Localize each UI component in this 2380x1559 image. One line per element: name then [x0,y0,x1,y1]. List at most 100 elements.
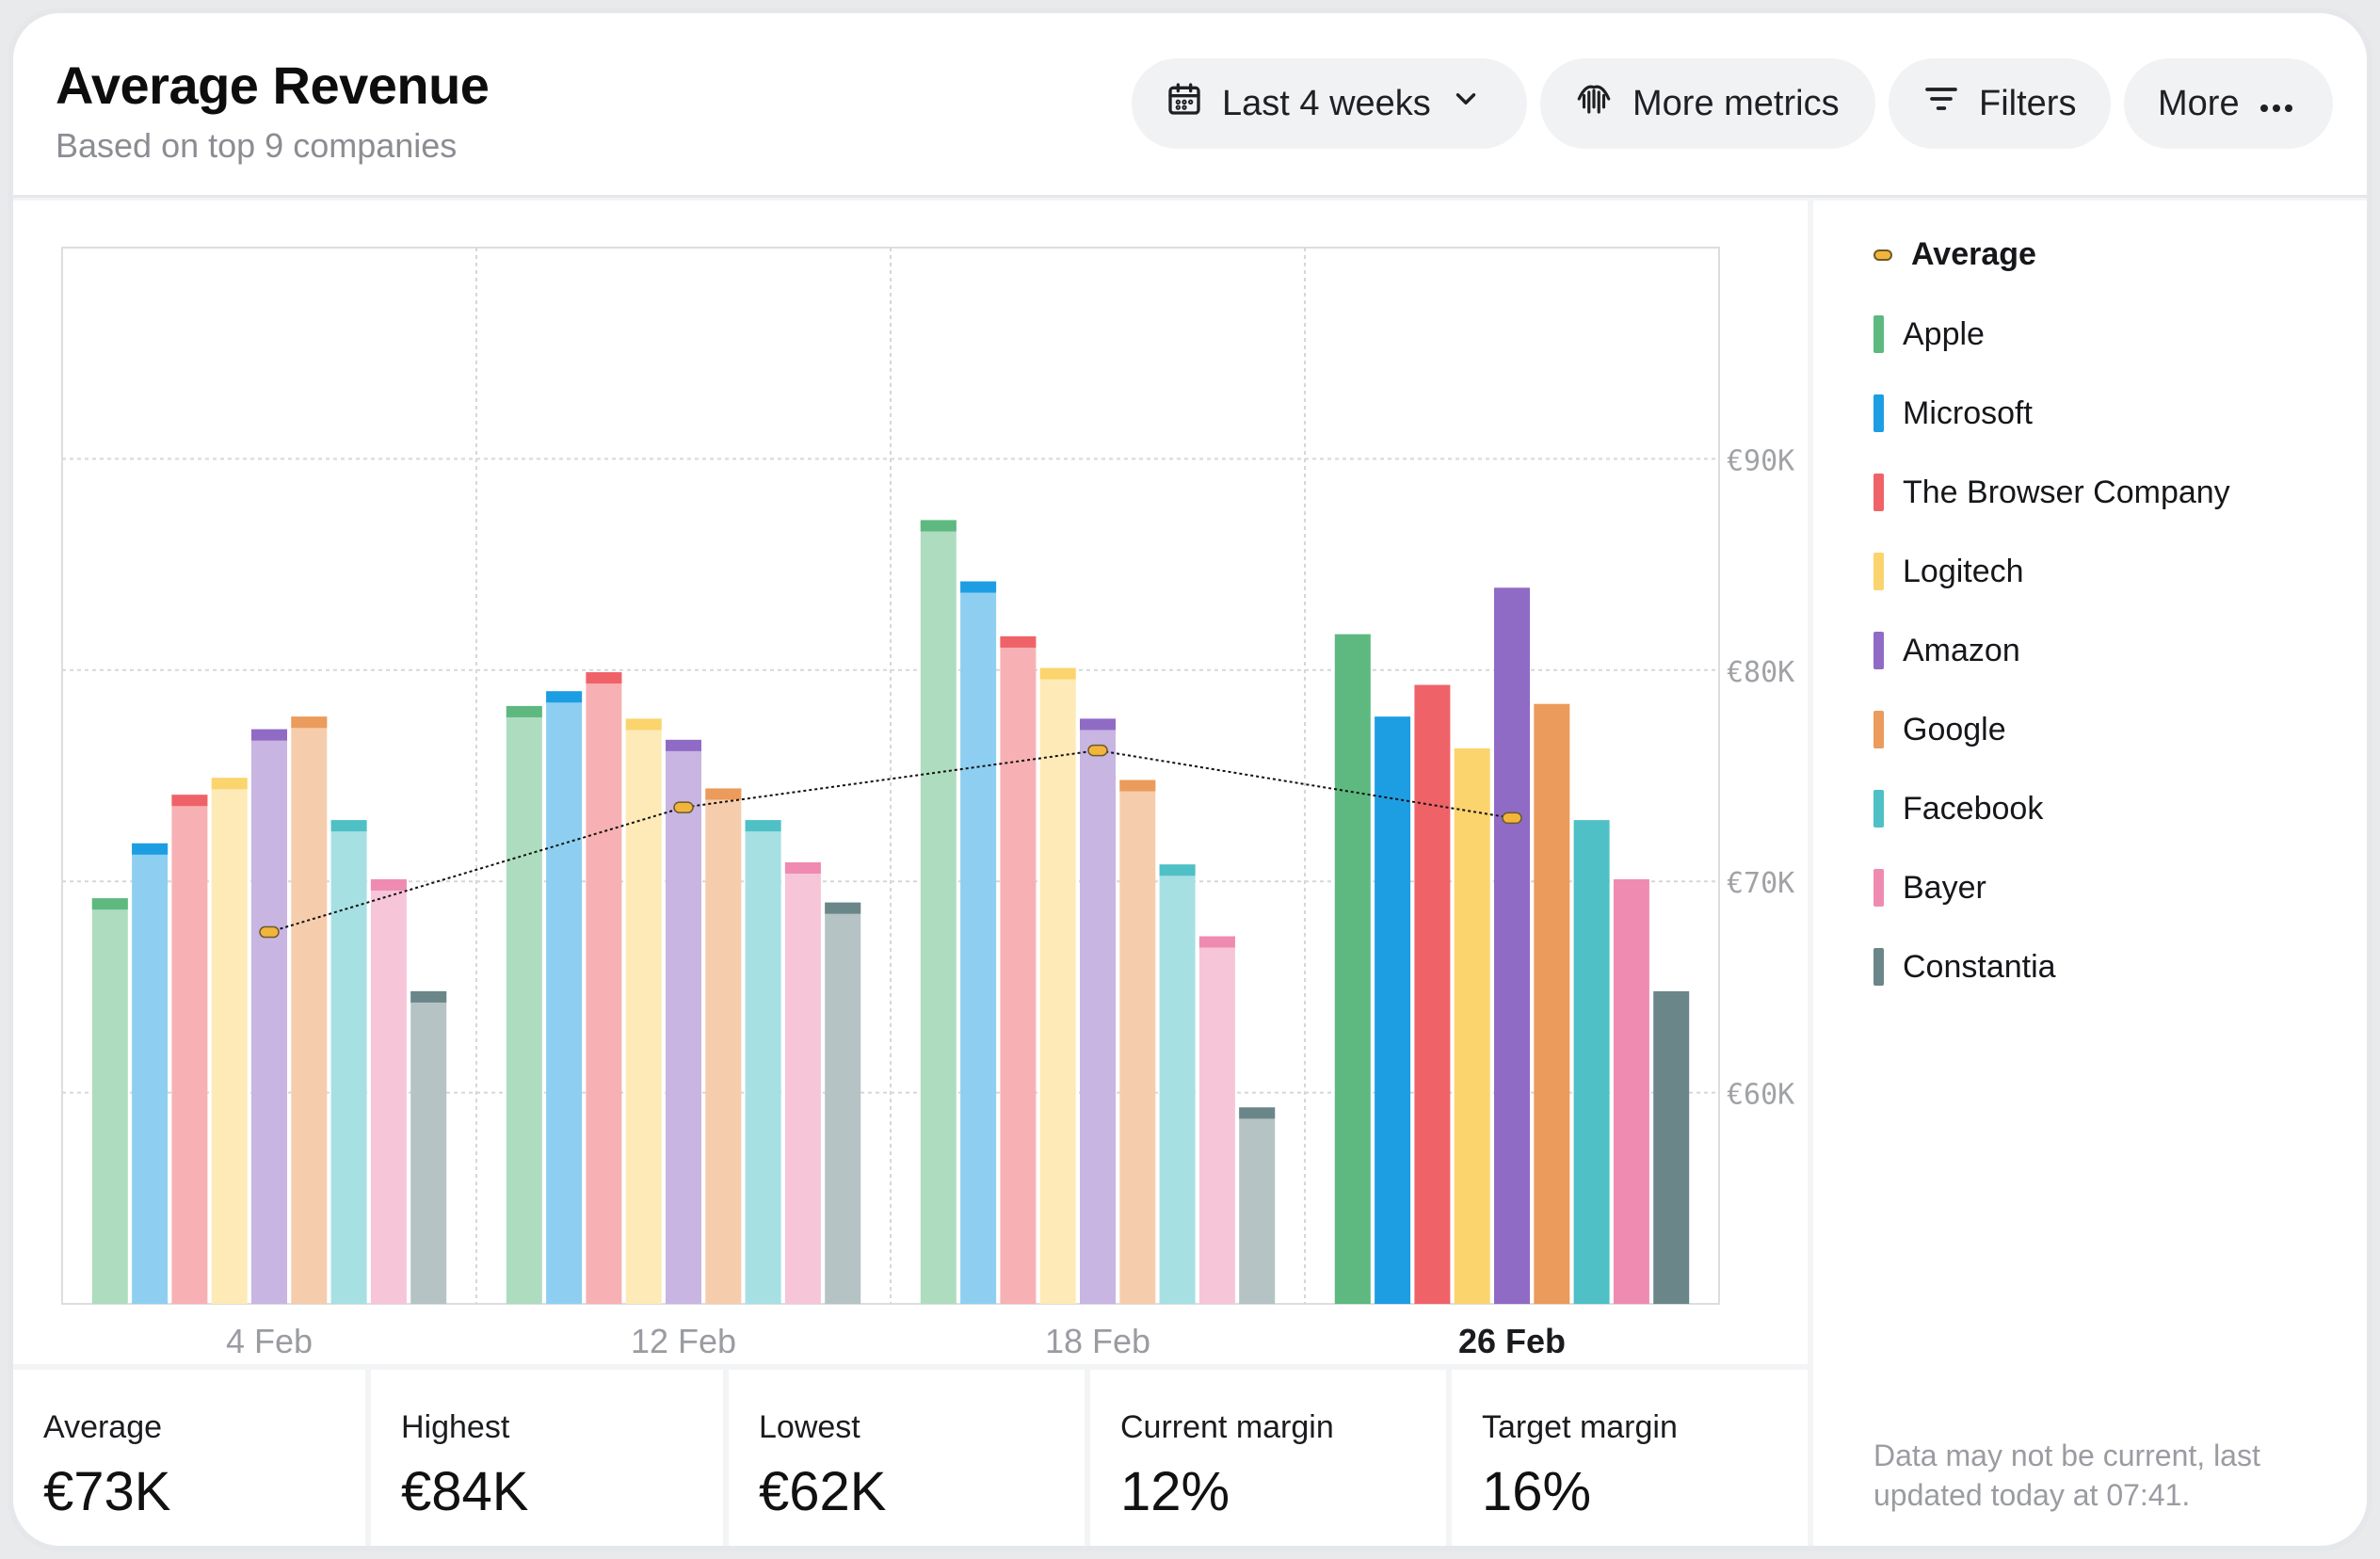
revenue-card: Average Revenue Based on top 9 companies… [8,8,2372,1551]
legend-item[interactable]: Google [1873,711,2006,748]
more-metrics-label: More metrics [1632,83,1840,123]
bar [1039,667,1076,1304]
average-point [673,801,694,813]
legend-item[interactable]: Microsoft [1873,394,2033,432]
more-label: More [2158,83,2240,123]
bar [1653,990,1690,1304]
legend-swatch [1873,948,1884,986]
bar-cap [825,902,861,914]
legend-swatch [1873,869,1884,907]
bar [291,716,328,1304]
bar [1334,634,1371,1304]
bar-cap [410,990,447,1003]
average-point [1502,812,1522,825]
bar [546,691,583,1304]
chevron-down-icon [1450,83,1482,124]
signal-icon [1574,79,1614,128]
bar [330,820,367,1304]
legend-label: Microsoft [1903,394,2033,431]
stat-card: Highest €84K [371,1370,723,1546]
y-tick-label: €80K [1727,656,1794,689]
more-metrics-button[interactable]: More metrics [1540,58,1875,149]
legend-label: Facebook [1903,790,2044,827]
bar-cap [625,718,662,731]
date-range-label: Last 4 weeks [1222,83,1431,123]
legend-label: The Browser Company [1903,474,2230,510]
bar [625,718,662,1304]
legend-item[interactable]: Average [1873,236,2036,273]
x-tick-label: 12 Feb [631,1322,736,1360]
calendar-icon [1166,80,1203,127]
bar-cap [132,843,169,855]
legend-item[interactable]: Apple [1873,315,1985,353]
stat-label: Highest [401,1409,510,1445]
card-header: Average Revenue Based on top 9 companies… [13,13,2367,198]
more-button[interactable]: More [2124,58,2333,149]
legend-swatch [1873,632,1884,669]
bar [1119,780,1156,1304]
bar-cap [920,520,957,532]
bar-cap [91,898,128,910]
bar [1613,878,1649,1304]
date-range-button[interactable]: Last 4 weeks [1132,58,1527,149]
bar [586,672,622,1304]
stat-card: Current margin 12% [1090,1370,1446,1546]
bar [251,729,287,1304]
bar [132,843,169,1304]
bar [825,902,861,1304]
bar [506,705,542,1304]
legend-item[interactable]: Constantia [1873,948,2056,986]
stat-card: Lowest €62K [729,1370,1085,1546]
legend-item[interactable]: Logitech [1873,553,2024,590]
bar-cap [1198,936,1235,948]
bar-cap [506,705,542,717]
bar [705,788,742,1304]
bar [1159,864,1196,1304]
stat-value: €84K [401,1461,529,1522]
bar [1198,936,1235,1304]
legend-label: Google [1903,711,2006,747]
bar-cap [546,691,583,703]
bar-chart: €60K €70K €80K €90K 4 Feb 12 Feb 18 Feb 26 Feb [61,247,1794,1360]
bar [1454,747,1490,1304]
legend-label: Average [1911,236,2036,272]
bar-cap [291,716,328,729]
legend-swatch [1873,711,1884,748]
bar [1494,587,1530,1304]
bar [1414,684,1451,1304]
legend-swatch [1873,474,1884,511]
bar-cap [330,820,367,832]
legend-item[interactable]: The Browser Company [1873,474,2230,511]
x-tick-label: 4 Feb [226,1322,313,1360]
y-tick-label: €90K [1727,444,1794,477]
legend-label: Constantia [1903,948,2056,985]
filters-button[interactable]: Filters [1889,58,2111,149]
average-point [1087,744,1108,757]
legend-item[interactable]: Amazon [1873,632,2020,669]
filter-icon [1922,80,1960,127]
bar [1573,820,1610,1304]
page-title: Average Revenue [56,56,490,115]
average-point [259,925,280,939]
bar-cap [745,820,781,832]
stat-card: Target margin 16% [1452,1370,1808,1546]
bar-cap [705,788,742,800]
stat-card: Average €73K [13,1370,365,1546]
stat-value: €73K [43,1461,171,1522]
bar [370,878,407,1304]
chart-panel: €60K €70K €80K €90K 4 Feb 12 Feb 18 Feb 26 Feb [13,201,1808,1364]
stat-label: Current margin [1120,1409,1334,1445]
bar-cap [1159,864,1196,876]
bar [920,520,957,1304]
legend-item[interactable]: Facebook [1873,790,2043,828]
stat-value: 16% [1482,1461,1592,1522]
legend-label: Apple [1903,315,1985,352]
bar [1375,716,1411,1304]
average-line [268,749,1513,934]
legend-swatch [1873,249,1892,261]
bar [745,820,781,1304]
bar-cap [251,729,287,741]
bar-cap [171,795,208,807]
legend-item[interactable]: Bayer [1873,869,1986,907]
data-freshness-note: Data may not be current, last updated to… [1873,1438,2260,1512]
